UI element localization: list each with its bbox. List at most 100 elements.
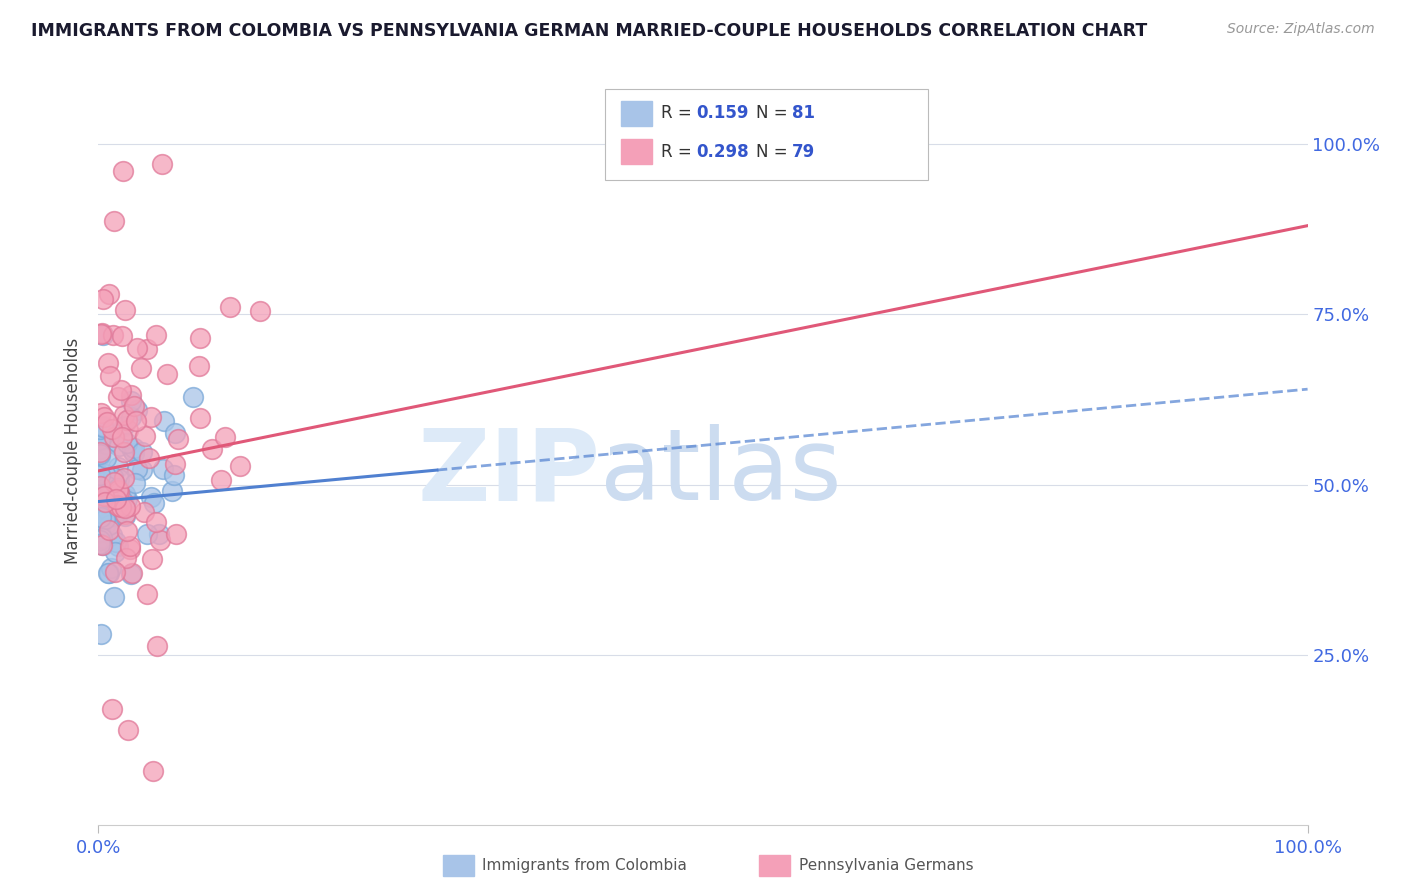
Point [91, 431, 114, 445]
Point [104, 490, 127, 504]
Text: 81: 81 [792, 104, 814, 122]
Text: N =: N = [756, 143, 793, 161]
Point [129, 360, 152, 375]
Point [97, 523, 120, 537]
Point [93, 410, 115, 425]
Point [125, 414, 148, 428]
Point [249, 304, 271, 318]
Point [96, 503, 118, 517]
Point [90, 627, 112, 641]
Point [120, 388, 142, 402]
Point [112, 445, 135, 459]
Point [105, 491, 128, 506]
Point [118, 539, 141, 553]
Point [138, 451, 160, 466]
Point [121, 443, 143, 458]
Point [152, 461, 174, 475]
Point [131, 462, 153, 476]
Point [89, 445, 111, 459]
Text: atlas: atlas [600, 425, 842, 522]
Text: N =: N = [756, 104, 793, 122]
Point [135, 342, 157, 356]
Text: ZIP: ZIP [418, 425, 600, 522]
Point [132, 505, 155, 519]
Point [97, 356, 120, 370]
Point [120, 567, 142, 582]
Point [100, 702, 122, 716]
Point [142, 496, 165, 510]
Text: Source: ZipAtlas.com: Source: ZipAtlas.com [1227, 22, 1375, 37]
Point [214, 430, 236, 444]
Point [94, 436, 117, 450]
Point [188, 411, 211, 425]
Text: R =: R = [661, 143, 697, 161]
Point [165, 458, 187, 472]
Point [156, 368, 179, 382]
Text: Immigrants from Colombia: Immigrants from Colombia [482, 858, 688, 872]
Point [127, 403, 149, 417]
Point [91, 293, 114, 307]
Point [101, 422, 124, 436]
Point [229, 458, 252, 473]
Point [107, 499, 129, 513]
Point [121, 566, 143, 580]
Point [118, 499, 141, 513]
Point [93, 495, 115, 509]
Point [112, 408, 135, 422]
Point [90, 510, 112, 524]
Point [115, 524, 138, 538]
Point [90, 531, 112, 545]
Point [163, 426, 186, 441]
Point [89, 479, 111, 493]
Point [104, 566, 127, 580]
Point [124, 446, 146, 460]
Point [118, 542, 141, 557]
Point [94, 512, 117, 526]
Point [105, 498, 128, 512]
Point [125, 462, 148, 476]
Point [149, 533, 172, 548]
Point [103, 470, 125, 484]
Point [89, 533, 111, 547]
Point [201, 442, 224, 457]
Point [91, 419, 114, 434]
Point [100, 561, 122, 575]
Point [91, 501, 114, 516]
Point [90, 510, 112, 524]
Point [107, 473, 129, 487]
Point [219, 301, 242, 315]
Point [117, 423, 139, 437]
Point [97, 489, 120, 503]
Point [91, 491, 114, 505]
Point [107, 539, 129, 553]
Point [89, 512, 111, 526]
Point [111, 430, 134, 444]
Point [96, 416, 118, 430]
Point [145, 516, 167, 530]
Point [139, 410, 162, 425]
Point [124, 476, 146, 491]
Point [107, 483, 129, 497]
Point [103, 591, 125, 605]
Point [89, 450, 111, 464]
Point [103, 214, 125, 228]
Point [97, 566, 120, 580]
Point [108, 439, 131, 453]
Point [136, 587, 159, 601]
Point [153, 414, 176, 428]
Point [89, 442, 111, 457]
Point [152, 157, 174, 171]
Point [104, 534, 127, 549]
Point [111, 493, 134, 508]
Point [107, 460, 129, 475]
Point [107, 484, 129, 499]
Point [90, 406, 112, 420]
Point [96, 479, 118, 493]
Text: 79: 79 [792, 143, 815, 161]
Point [97, 490, 120, 504]
Point [117, 723, 139, 737]
Point [131, 444, 153, 458]
Point [114, 487, 136, 501]
Point [91, 537, 114, 551]
Point [103, 508, 125, 523]
